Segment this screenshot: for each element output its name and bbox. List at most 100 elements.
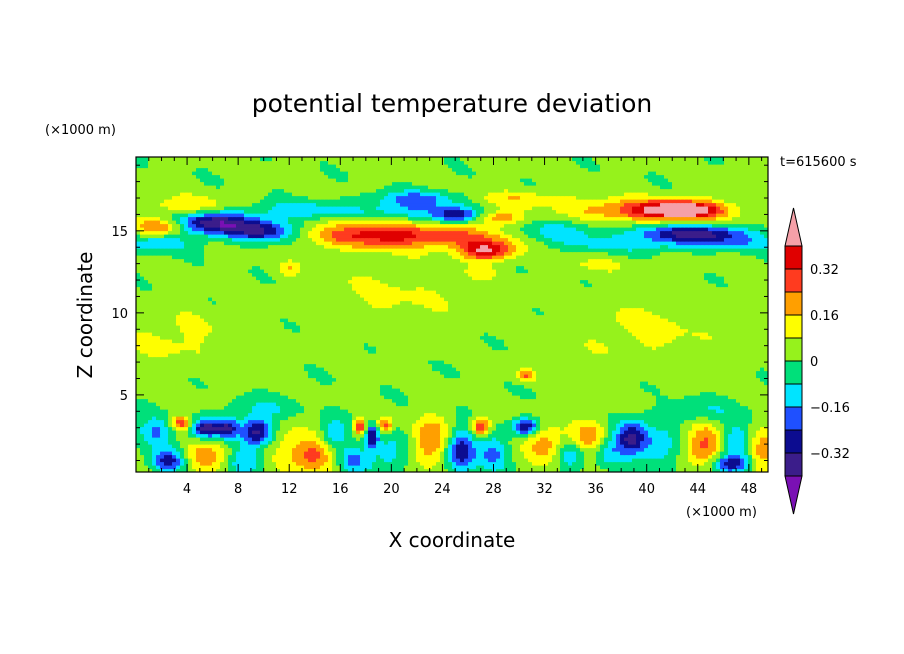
heatmap-cell: [332, 395, 337, 400]
heatmap-cell: [728, 430, 733, 435]
heatmap-cell: [268, 367, 273, 372]
heatmap-cell: [604, 391, 609, 396]
heatmap-cell: [464, 423, 469, 428]
heatmap-cell: [632, 384, 637, 389]
heatmap-cell: [344, 370, 349, 375]
heatmap-cell: [192, 381, 197, 386]
heatmap-cell: [460, 447, 465, 452]
heatmap-cell: [684, 370, 689, 375]
heatmap-cell: [708, 451, 713, 456]
heatmap-cell: [544, 381, 549, 386]
heatmap-cell: [636, 367, 641, 372]
heatmap-cell: [344, 384, 349, 389]
heatmap-cell: [428, 454, 433, 459]
heatmap-cell: [552, 405, 557, 410]
heatmap-cell: [708, 419, 713, 424]
heatmap-cell: [240, 451, 245, 456]
heatmap-cell: [472, 370, 477, 375]
heatmap-cell: [564, 444, 569, 449]
heatmap-cell: [376, 360, 381, 365]
heatmap-cell: [204, 409, 209, 414]
heatmap-cell: [252, 367, 257, 372]
heatmap-cell: [200, 388, 205, 393]
heatmap-cell: [724, 384, 729, 389]
heatmap-cell: [380, 444, 385, 449]
heatmap-cell: [596, 377, 601, 382]
heatmap-cell: [728, 363, 733, 368]
heatmap-cell: [304, 388, 309, 393]
heatmap-cell: [688, 367, 693, 372]
heatmap-cell: [180, 461, 185, 466]
heatmap-cell: [484, 391, 489, 396]
heatmap-cell: [412, 458, 417, 463]
heatmap-cell: [548, 465, 553, 470]
heatmap-cell: [212, 437, 217, 442]
heatmap-cell: [748, 426, 753, 431]
heatmap-cell: [380, 377, 385, 382]
heatmap-cell: [160, 437, 165, 442]
heatmap-cell: [324, 367, 329, 372]
heatmap-cell: [264, 465, 269, 470]
heatmap-cell: [700, 433, 705, 438]
heatmap-cell: [600, 377, 605, 382]
heatmap-cell: [216, 465, 221, 470]
heatmap-cell: [556, 423, 561, 428]
heatmap-cell: [392, 412, 397, 417]
heatmap-cell: [456, 377, 461, 382]
heatmap-cell: [636, 395, 641, 400]
heatmap-cell: [492, 398, 497, 403]
heatmap-cell: [728, 465, 733, 470]
heatmap-cell: [392, 440, 397, 445]
heatmap-cell: [664, 426, 669, 431]
heatmap-cell: [324, 405, 329, 410]
heatmap-cell: [252, 454, 257, 459]
heatmap-cell: [612, 405, 617, 410]
heatmap-cell: [176, 433, 181, 438]
heatmap-cell: [144, 391, 149, 396]
heatmap-cell: [724, 370, 729, 375]
heatmap-cell: [224, 374, 229, 379]
heatmap-cell: [204, 437, 209, 442]
heatmap-cell: [392, 454, 397, 459]
heatmap-cell: [660, 363, 665, 368]
heatmap-cell: [580, 437, 585, 442]
heatmap-cell: [584, 454, 589, 459]
heatmap-cell: [268, 416, 273, 421]
heatmap-cell: [280, 430, 285, 435]
heatmap-cell: [280, 426, 285, 431]
heatmap-cell: [584, 377, 589, 382]
heatmap-cell: [412, 412, 417, 417]
heatmap-cell: [236, 454, 241, 459]
heatmap-cell: [200, 419, 205, 424]
heatmap-cell: [708, 426, 713, 431]
heatmap-cell: [188, 419, 193, 424]
heatmap-cell: [292, 374, 297, 379]
heatmap-cell: [628, 381, 633, 386]
heatmap-cell: [268, 468, 273, 472]
heatmap-cell: [588, 402, 593, 407]
heatmap-cell: [312, 363, 317, 368]
heatmap-cell: [664, 444, 669, 449]
heatmap-cell: [316, 468, 321, 472]
heatmap-cell: [532, 454, 537, 459]
heatmap-cell: [708, 447, 713, 452]
heatmap-cell: [540, 377, 545, 382]
heatmap-cell: [756, 370, 761, 375]
heatmap-cell: [664, 465, 669, 470]
heatmap-cell: [288, 360, 293, 365]
heatmap-cell: [180, 381, 185, 386]
heatmap-cell: [320, 454, 325, 459]
heatmap-cell: [484, 437, 489, 442]
heatmap-cell: [468, 465, 473, 470]
heatmap-cell: [604, 388, 609, 393]
heatmap-cell: [372, 458, 377, 463]
heatmap-cell: [228, 402, 233, 407]
heatmap-cell: [212, 412, 217, 417]
heatmap-cell: [284, 367, 289, 372]
heatmap-cell: [188, 360, 193, 365]
heatmap-cell: [764, 402, 768, 407]
heatmap-cell: [152, 437, 157, 442]
heatmap-cell: [300, 395, 305, 400]
heatmap-cell: [292, 451, 297, 456]
heatmap-cell: [296, 437, 301, 442]
